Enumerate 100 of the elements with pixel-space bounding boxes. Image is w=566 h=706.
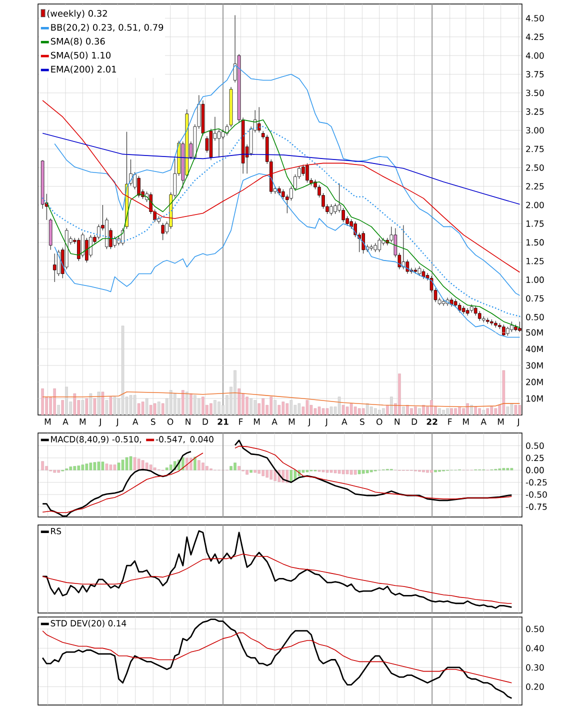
candlestick [342, 208, 345, 222]
y-tick-label: 2.50 [526, 164, 544, 171]
bar [366, 470, 369, 474]
bar [230, 466, 232, 470]
bar [234, 462, 236, 470]
bar [166, 468, 168, 470]
y-tick-label: 10M [526, 395, 543, 402]
candlestick [378, 238, 382, 252]
y-tick-label: -0.25 [526, 479, 547, 486]
bar [89, 462, 92, 470]
y-tick-label: 4.50 [526, 15, 544, 22]
bar [162, 403, 164, 415]
bar [61, 400, 64, 415]
bar [41, 388, 44, 415]
y-tick-label: 3.50 [526, 90, 544, 96]
bar [450, 408, 453, 415]
y-tick-label: -0.50 [526, 491, 547, 498]
y-tick-label: 40M [526, 346, 543, 352]
bar [113, 464, 116, 470]
x-tick-label: 22 [426, 418, 438, 425]
candlestick [510, 321, 514, 332]
bar [270, 396, 272, 415]
bar [454, 408, 457, 415]
bar [133, 457, 136, 470]
candlestick [306, 162, 309, 183]
y-tick-label: 4.25 [526, 34, 544, 40]
legend-label: SMA(8) 0.36 [50, 38, 105, 46]
x-tick-label: A [132, 418, 138, 425]
bar [346, 470, 349, 474]
bar [186, 458, 188, 470]
bar [190, 458, 192, 470]
bar [97, 462, 100, 470]
candlestick [474, 306, 478, 316]
candlestick [89, 234, 92, 258]
bar [149, 464, 152, 470]
bar [170, 464, 172, 470]
x-tick-label: D [412, 418, 418, 425]
bar [298, 403, 301, 415]
y-tick-label: 0.40 [526, 644, 544, 652]
y-tick-label: 2.75 [526, 146, 544, 152]
bar [238, 388, 240, 415]
x-tick-label: J [324, 418, 328, 426]
bar [430, 400, 433, 415]
y-tick-label: 0.25 [526, 454, 544, 462]
x-tick-label: A [272, 418, 278, 425]
bar [414, 406, 417, 415]
bar [270, 470, 272, 480]
x-tick-label: N [186, 418, 190, 425]
bar [294, 470, 297, 480]
bar [474, 406, 477, 415]
y-tick-label: 0.75 [526, 295, 544, 302]
candlestick [52, 253, 56, 282]
legend-label: EMA(200) 2.01 [51, 66, 116, 74]
bar [314, 408, 317, 415]
bar [254, 470, 256, 473]
bar [153, 468, 156, 470]
x-tick-label: A [62, 418, 68, 425]
bar [53, 470, 56, 473]
bar [342, 470, 345, 474]
candlestick [402, 224, 406, 270]
bar [69, 466, 72, 470]
candlestick [478, 310, 482, 322]
bar [53, 388, 56, 415]
bar [306, 400, 309, 415]
bar [117, 462, 120, 470]
y-tick-label: 1.50 [526, 239, 544, 246]
candlestick [458, 302, 462, 313]
bar [210, 403, 212, 415]
x-tick-label: S [360, 418, 364, 425]
bar [109, 464, 112, 470]
bar [81, 464, 84, 470]
bar [137, 403, 140, 415]
x-tick-label: O [376, 418, 382, 425]
x-tick-label: M [44, 418, 51, 425]
candlestick [302, 164, 305, 176]
bar [426, 470, 429, 473]
bar [202, 396, 204, 415]
bar [334, 470, 337, 474]
bar [57, 470, 60, 473]
x-tick-label: M [288, 418, 295, 425]
x-tick-label: N [394, 418, 400, 425]
bar [93, 462, 96, 470]
bar [354, 470, 357, 475]
y-tick-label: 0.00 [526, 466, 544, 474]
bar [85, 464, 88, 470]
bar [77, 466, 80, 470]
bar [41, 461, 44, 470]
legend-label: (weekly) 0.32 [47, 10, 107, 19]
candlestick [330, 204, 333, 216]
y-tick-label: 0.50 [526, 626, 544, 632]
candlestick [85, 238, 88, 263]
line-series [54, 173, 520, 338]
bar [194, 456, 196, 470]
candlestick [56, 250, 60, 276]
candlestick [442, 298, 446, 306]
candlestick [97, 224, 100, 240]
candlestick [422, 269, 426, 280]
y-tick-label: 50M [526, 329, 543, 336]
y-tick-label: 4.00 [526, 52, 544, 59]
bar [418, 408, 421, 415]
